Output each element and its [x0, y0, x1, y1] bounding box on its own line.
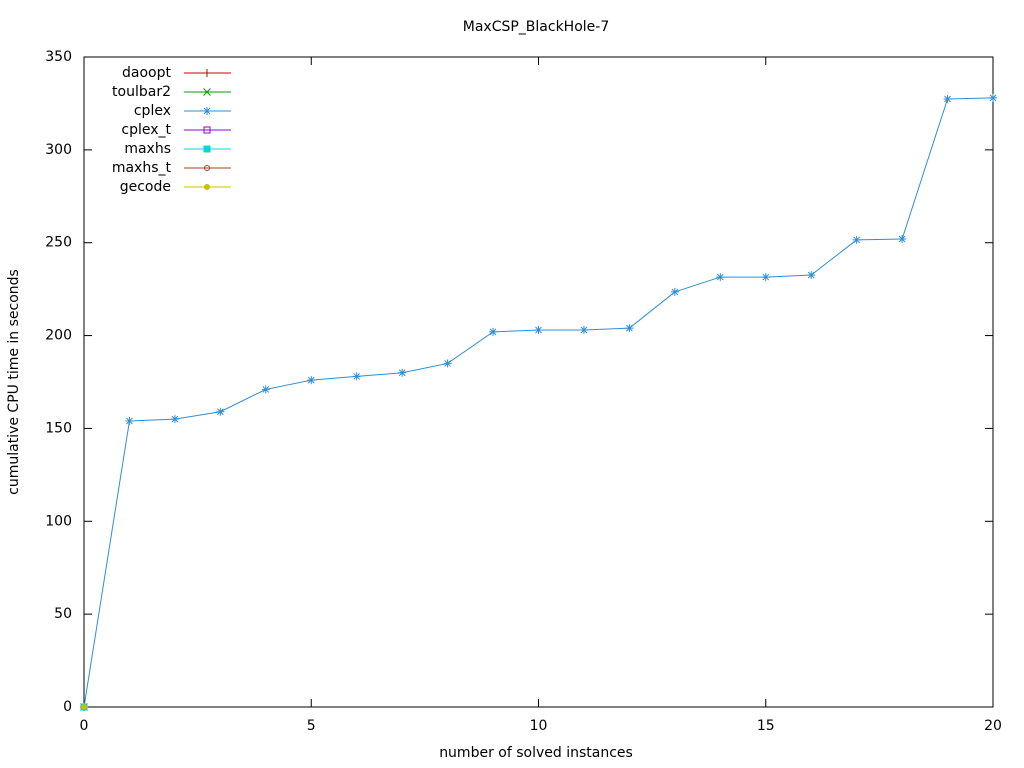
- data-point: [807, 271, 816, 280]
- legend-marker: [203, 126, 211, 134]
- data-point: [943, 94, 952, 103]
- y-tick-label: 300: [45, 142, 72, 158]
- legend-label: cplex: [134, 103, 171, 119]
- y-tick-label: 350: [45, 49, 72, 65]
- data-point: [489, 327, 498, 336]
- data-point: [852, 235, 861, 244]
- y-tick-label: 200: [45, 328, 72, 344]
- legend-label: gecode: [120, 179, 171, 195]
- legend-label: daoopt: [122, 65, 171, 81]
- data-point: [125, 417, 134, 425]
- legend-label: maxhs_t: [112, 160, 172, 176]
- data-point: [352, 372, 361, 381]
- x-tick-label: 15: [757, 718, 775, 734]
- y-tick-label: 50: [54, 606, 72, 622]
- data-point: [670, 287, 679, 296]
- legend-marker: [203, 69, 211, 77]
- data-point: [716, 273, 725, 282]
- data-point: [579, 326, 588, 334]
- data-point: [261, 385, 270, 394]
- legend-marker: [203, 107, 211, 115]
- data-point: [625, 324, 634, 333]
- x-tick-label: 20: [984, 718, 1002, 734]
- data-point: [398, 368, 407, 377]
- series-line: [83, 97, 994, 708]
- legend-marker: [203, 145, 211, 153]
- y-axis-label: cumulative CPU time in seconds: [6, 269, 22, 495]
- data-point: [216, 407, 225, 416]
- data-point: [898, 235, 907, 243]
- data-point: [989, 93, 997, 102]
- y-tick-label: 100: [45, 513, 72, 529]
- data-point: [443, 359, 452, 368]
- chart-title: MaxCSP_BlackHole-7: [463, 19, 609, 35]
- x-axis-label: number of solved instances: [439, 745, 633, 761]
- legend-label: toulbar2: [112, 84, 171, 100]
- legend-marker: [203, 165, 211, 171]
- data-point: [307, 376, 316, 385]
- data-point: [761, 273, 770, 282]
- y-tick-label: 250: [45, 235, 72, 251]
- y-tick-label: 150: [45, 420, 72, 436]
- legend-marker: [203, 184, 211, 190]
- legend-label: cplex_t: [121, 122, 171, 138]
- data-point: [534, 326, 543, 334]
- data-point: [170, 415, 179, 424]
- legend-label: maxhs: [124, 141, 171, 157]
- x-tick-label: 5: [307, 718, 316, 734]
- data-point: [80, 704, 88, 710]
- x-tick-label: 10: [530, 718, 548, 734]
- x-tick-label: 0: [80, 718, 89, 734]
- plot-border: [83, 56, 994, 708]
- legend-marker: [203, 88, 211, 96]
- y-tick-label: 0: [63, 699, 72, 715]
